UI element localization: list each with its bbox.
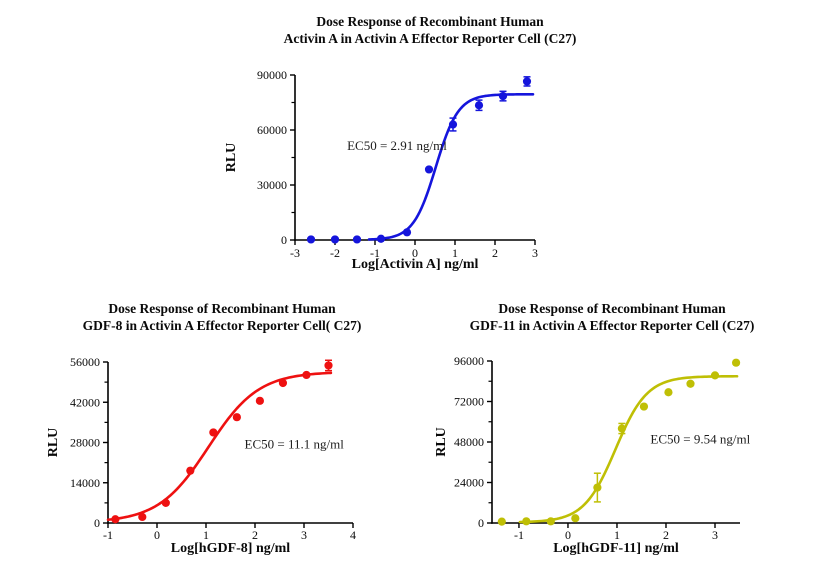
- data-point: [138, 512, 147, 522]
- y-axis-label: RLU: [225, 143, 239, 173]
- data-point: [474, 101, 484, 110]
- y-tick-label: 72000: [454, 395, 484, 409]
- data-point: [617, 424, 626, 433]
- data-point: [664, 388, 673, 397]
- data-point: [186, 466, 195, 475]
- x-tick-label: 2: [492, 246, 498, 260]
- data-point: [278, 378, 288, 388]
- y-tick-label: 60000: [257, 123, 287, 137]
- data-point: [111, 515, 120, 524]
- data-point: [546, 517, 555, 526]
- title-line-2: GDF-8 in Activin A Effector Reporter Cel…: [82, 318, 362, 333]
- data-point: [352, 235, 362, 244]
- data-point: [255, 396, 264, 405]
- data-point: [522, 77, 532, 86]
- data-point: [448, 120, 458, 129]
- x-tick-label: -1: [103, 528, 113, 542]
- gdf11-chart-title: Dose Response of Recombinant Human GDF-1…: [432, 300, 792, 334]
- data-point: [330, 235, 340, 244]
- data-point: [686, 379, 695, 388]
- data-point: [497, 517, 506, 526]
- x-tick-label: 2: [663, 528, 669, 542]
- y-tick-label: 28000: [70, 436, 100, 450]
- title-line-2: GDF-11 in Activin A Effector Reporter Ce…: [469, 318, 755, 333]
- data-point: [639, 402, 649, 411]
- x-tick-label: 0: [412, 246, 418, 260]
- fit-curve: [518, 374, 739, 524]
- ec50-annotation: EC50 = 9.54 ng/ml: [650, 432, 750, 447]
- y-tick-label: 24000: [454, 476, 484, 490]
- title-line-2: Activin A in Activin A Effector Reporter…: [283, 31, 577, 46]
- y-tick-label: 42000: [70, 395, 100, 409]
- x-tick-label: 1: [203, 528, 209, 542]
- data-point: [302, 370, 311, 380]
- x-tick-label: -2: [330, 246, 340, 260]
- data-point: [731, 358, 741, 367]
- gdf11-dose-response-plot: 0 24000 48000 72000 96000 -1 0 1 2 3 EC50 = 9.54 n…: [434, 354, 751, 556]
- x-tick-label: 0: [565, 528, 571, 542]
- x-tick-label: 0: [154, 528, 160, 542]
- data-point: [232, 413, 241, 422]
- y-tick-label: 48000: [454, 435, 484, 449]
- ec50-annotation: EC50 = 11.1 ng/ml: [245, 436, 345, 451]
- data-point: [161, 498, 170, 507]
- ec50-annotation: EC50 = 2.91 ng/ml: [347, 138, 447, 153]
- y-tick-label: 96000: [454, 354, 484, 368]
- data-point: [209, 428, 218, 437]
- y-axis-label: RLU: [46, 428, 61, 458]
- data-point: [324, 361, 333, 370]
- title-line-1: Dose Response of Recombinant Human: [108, 301, 336, 316]
- y-tick-label: 30000: [257, 178, 287, 192]
- x-tick-label: 4: [350, 528, 356, 542]
- title-line-1: Dose Response of Recombinant Human: [498, 301, 726, 316]
- x-tick-label: -3: [290, 246, 300, 260]
- data-point: [376, 234, 386, 243]
- y-tick-label: 90000: [257, 68, 287, 82]
- y-tick-label: 0: [281, 233, 287, 247]
- data-point: [710, 371, 720, 380]
- activin-a-chart-title: Dose Response of Recombinant Human Activ…: [160, 13, 700, 47]
- fit-curve: [106, 371, 333, 522]
- data-point: [522, 517, 531, 526]
- x-tick-label: -1: [370, 246, 380, 260]
- x-tick-label: 3: [712, 528, 718, 542]
- y-tick-label: 56000: [70, 355, 100, 369]
- y-tick-label: 0: [478, 516, 484, 530]
- fit-curve: [367, 92, 535, 241]
- gdf8-chart-title: Dose Response of Recombinant Human GDF-8…: [42, 300, 402, 334]
- x-tick-label: 1: [452, 246, 458, 260]
- y-axis-label: RLU: [434, 427, 449, 457]
- x-tick-label: -1: [514, 528, 524, 542]
- activin-a-dose-response-plot: 0 30000 60000 90000 -3 -2 -1 0 1 2 3 EC50 = 2.91 ng…: [225, 68, 538, 272]
- y-tick-label: 0: [94, 516, 100, 530]
- x-tick-label: 3: [301, 528, 307, 542]
- x-tick-label: 1: [614, 528, 620, 542]
- x-tick-label: 3: [532, 246, 538, 260]
- x-axis-label: Log[hGDF-11] ng/ml: [553, 541, 679, 556]
- data-point: [571, 514, 580, 523]
- data-point: [593, 483, 602, 492]
- data-point: [424, 165, 434, 174]
- data-point: [306, 235, 316, 244]
- title-line-1: Dose Response of Recombinant Human: [316, 14, 544, 29]
- data-point: [402, 228, 412, 237]
- x-tick-label: 2: [252, 528, 258, 542]
- x-axis-label: Log[hGDF-8] ng/ml: [171, 541, 291, 556]
- data-point: [498, 91, 508, 101]
- x-axis-label: Log[Activin A] ng/ml: [352, 257, 479, 272]
- y-tick-label: 14000: [70, 476, 100, 490]
